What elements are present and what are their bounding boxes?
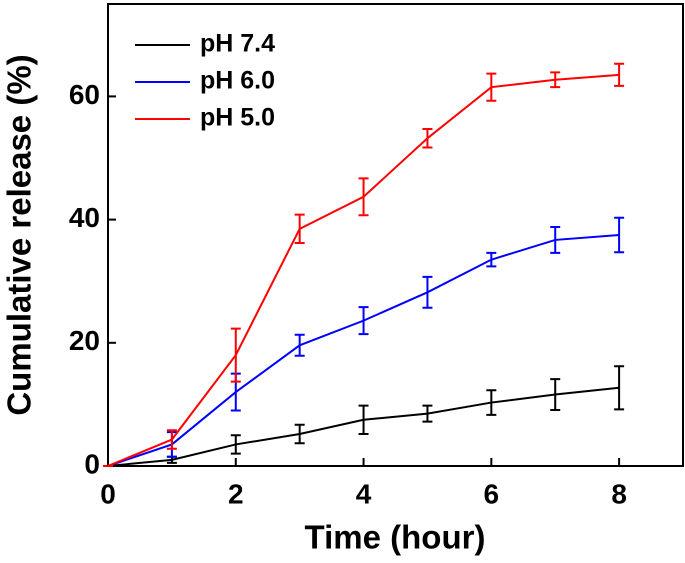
error-bar [486,251,497,268]
x-tick-label: 8 [611,478,627,509]
y-tick-label: 60 [69,79,100,110]
x-tick-label: 6 [484,478,500,509]
error-bar [614,62,625,87]
y-tick-label: 0 [84,448,100,479]
error-bar [166,429,177,450]
error-bar [486,72,497,102]
x-tick-label: 2 [228,478,244,509]
error-bar [614,216,625,254]
error-bar [294,333,305,357]
error-bar [230,434,241,455]
error-bar [422,128,433,149]
y-tick-label: 40 [69,202,100,233]
y-tick-label: 20 [69,325,100,356]
error-bar [550,225,561,254]
plot-frame [107,3,684,467]
error-bar [358,404,369,435]
error-bar [422,275,433,309]
error-bar [550,378,561,411]
error-bar [486,389,497,416]
error-bar [230,327,241,383]
error-bar [358,177,369,217]
legend-label: pH 6.0 [200,67,275,95]
error-bar [294,423,305,445]
y-axis-label: Cumulative release (%) [1,54,38,415]
legend-label: pH 5.0 [200,104,275,132]
x-tick-label: 4 [356,478,372,509]
error-bar [358,306,369,336]
x-axis-label: Time (hour) [305,519,486,556]
error-bar [294,213,305,245]
error-bar [614,365,625,411]
error-bar [422,404,433,423]
x-tick-label: 0 [100,478,116,509]
error-bar [550,71,561,89]
legend-label: pH 7.4 [200,30,275,58]
